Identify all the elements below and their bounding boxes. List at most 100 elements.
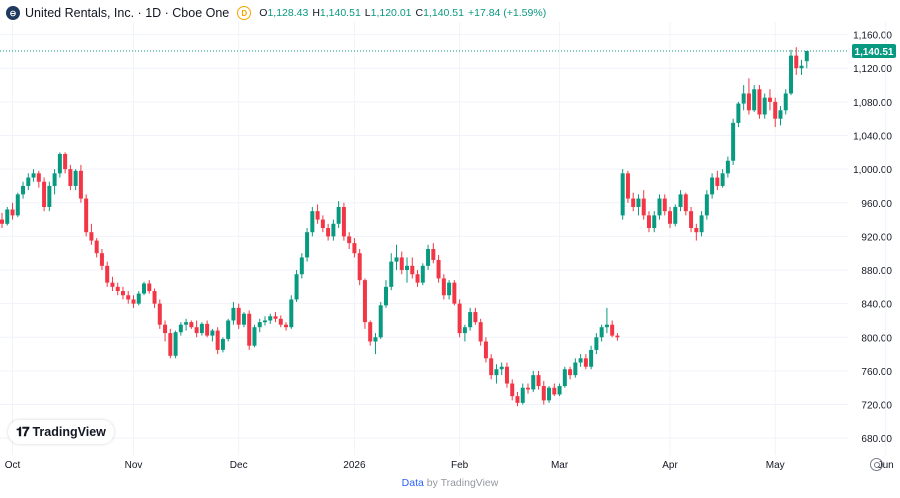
candle-body[interactable] <box>489 358 494 376</box>
candle-body[interactable] <box>394 257 399 262</box>
candle-body[interactable] <box>631 198 636 207</box>
candle-body[interactable] <box>736 103 741 123</box>
candle-body[interactable] <box>731 122 736 161</box>
candle-body[interactable] <box>247 313 252 346</box>
candle-body[interactable] <box>36 173 41 182</box>
candle-body[interactable] <box>762 97 767 115</box>
candle-body[interactable] <box>152 291 157 304</box>
candle-body[interactable] <box>783 93 788 111</box>
candle-body[interactable] <box>231 307 236 321</box>
candle-body[interactable] <box>441 278 446 296</box>
candle-body[interactable] <box>142 283 147 294</box>
candle-body[interactable] <box>263 320 267 323</box>
candle-body[interactable] <box>420 265 425 283</box>
candle-body[interactable] <box>315 211 320 220</box>
candle-body[interactable] <box>21 185 26 195</box>
candle-body[interactable] <box>194 327 199 334</box>
candle-body[interactable] <box>452 282 457 304</box>
candle-body[interactable] <box>568 369 573 376</box>
candle-body[interactable] <box>210 330 215 336</box>
candle-body[interactable] <box>483 341 488 359</box>
candle-body[interactable] <box>241 313 246 325</box>
candle-body[interactable] <box>68 169 73 186</box>
candle-body[interactable] <box>357 253 362 281</box>
candle-body[interactable] <box>147 283 152 292</box>
candle-body[interactable] <box>84 198 89 233</box>
candle-body[interactable] <box>557 386 562 395</box>
candle-body[interactable] <box>120 291 125 296</box>
candle-body[interactable] <box>531 375 536 390</box>
candle-body[interactable] <box>205 323 210 336</box>
candle-body[interactable] <box>478 322 483 342</box>
candle-body[interactable] <box>168 333 173 356</box>
candle-body[interactable] <box>47 185 52 207</box>
candle-body[interactable] <box>689 211 694 228</box>
candle-body[interactable] <box>578 358 583 363</box>
candle-body[interactable] <box>646 215 651 228</box>
candle-body[interactable] <box>163 324 168 334</box>
candle-body[interactable] <box>526 387 530 390</box>
candle-body[interactable] <box>668 211 673 224</box>
candle-body[interactable] <box>115 286 120 292</box>
candle-body[interactable] <box>310 211 315 233</box>
candle-body[interactable] <box>562 369 567 387</box>
candle-body[interactable] <box>436 259 441 279</box>
candle-body[interactable] <box>99 253 104 266</box>
candle-body[interactable] <box>804 50 809 62</box>
candle-body[interactable] <box>678 194 683 207</box>
candle-body[interactable] <box>78 170 83 199</box>
candle-body[interactable] <box>184 322 189 325</box>
candle-body[interactable] <box>547 387 552 401</box>
candle-body[interactable] <box>636 198 641 207</box>
candle-body[interactable] <box>594 337 599 350</box>
candle-body[interactable] <box>494 369 499 376</box>
candle-body[interactable] <box>504 366 509 384</box>
candle-body[interactable] <box>704 194 709 216</box>
candle-body[interactable] <box>757 89 762 115</box>
candle-body[interactable] <box>473 312 478 323</box>
symbol-logo-icon[interactable]: ⊖ <box>6 6 20 20</box>
candle-body[interactable] <box>273 316 278 319</box>
candle-body[interactable] <box>725 160 730 174</box>
candle-body[interactable] <box>289 299 294 328</box>
candle-body[interactable] <box>136 293 141 304</box>
candle-body[interactable] <box>620 173 625 216</box>
candle-body[interactable] <box>794 55 799 69</box>
candle-body[interactable] <box>746 93 751 111</box>
candlestick-chart[interactable]: 680.00 720.00 760.00 800.00 840.00 880.00 920.… <box>0 0 900 471</box>
candle-body[interactable] <box>373 337 378 342</box>
candle-body[interactable] <box>347 236 352 244</box>
last-price-tag[interactable] <box>852 43 896 58</box>
candle-body[interactable] <box>105 265 110 283</box>
candle-body[interactable] <box>94 240 99 254</box>
candle-body[interactable] <box>252 327 257 346</box>
symbol-title[interactable]: United Rentals, Inc. · 1D · Cboe One <box>25 6 230 20</box>
candle-body[interactable] <box>715 177 720 186</box>
candle-body[interactable] <box>215 330 220 350</box>
candle-body[interactable] <box>331 223 336 237</box>
candle-body[interactable] <box>226 320 231 339</box>
candle-body[interactable] <box>462 327 467 334</box>
candle-body[interactable] <box>541 386 546 401</box>
candle-body[interactable] <box>257 322 262 328</box>
gear-icon[interactable] <box>870 458 883 471</box>
candle-body[interactable] <box>457 303 462 334</box>
candle-body[interactable] <box>520 387 525 403</box>
candle-body[interactable] <box>399 257 404 271</box>
candle-body[interactable] <box>405 265 410 271</box>
candle-body[interactable] <box>199 323 204 334</box>
candle-body[interactable] <box>294 274 299 300</box>
candle-body[interactable] <box>683 194 688 212</box>
candle-body[interactable] <box>10 209 15 216</box>
candle-body[interactable] <box>641 198 646 216</box>
candle-body[interactable] <box>426 249 431 266</box>
candle-body[interactable] <box>89 232 94 241</box>
candle-body[interactable] <box>157 303 162 325</box>
candle-body[interactable] <box>720 173 725 186</box>
candle-body[interactable] <box>662 198 667 212</box>
candle-body[interactable] <box>799 65 804 69</box>
candle-body[interactable] <box>694 227 699 233</box>
candle-body[interactable] <box>31 173 36 178</box>
candle-body[interactable] <box>610 324 615 336</box>
candle-body[interactable] <box>510 383 515 397</box>
